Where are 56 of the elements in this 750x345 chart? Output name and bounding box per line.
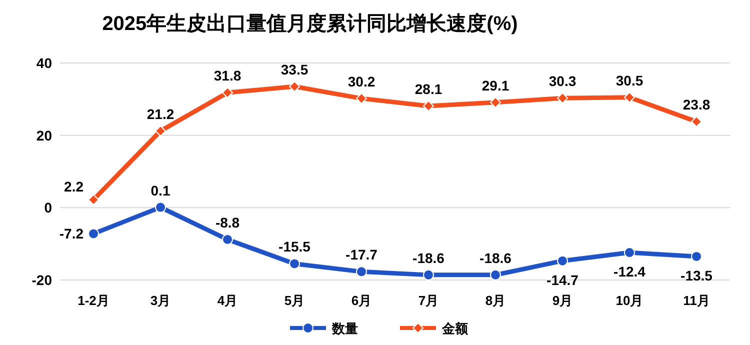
point [88,228,99,240]
x-tick-label: 3月 [150,293,171,308]
point [490,269,501,280]
y-tick-label: 0 [44,200,52,216]
data-label: 31.8 [214,68,242,84]
data-label: 21.2 [146,106,174,122]
data-label: 33.5 [280,62,308,78]
data-label: -13.5 [680,267,713,284]
data-label: 30.2 [348,73,376,90]
point [624,247,635,258]
data-label: -15.5 [278,238,311,255]
data-label: -8.8 [215,214,240,230]
data-label: -17.7 [346,246,378,263]
data-label: -14.7 [546,272,579,288]
point [557,255,568,266]
point [691,250,702,262]
point [88,194,99,206]
chart-title: 2025年生皮出口量值月度累计同比增长速度(%) [102,12,518,35]
point [289,81,300,92]
data-label: -18.6 [480,250,512,266]
point [356,266,367,278]
data-label: 2.2 [64,178,84,195]
data-label: -18.6 [412,250,445,266]
data-label: 29.1 [482,77,510,94]
point [423,269,434,280]
legend-label: 数量 [331,321,358,336]
point [155,202,166,213]
point [222,234,233,245]
point [490,96,501,108]
data-label: 23.8 [682,96,710,113]
point [691,116,702,128]
x-tick-label: 6月 [351,293,372,308]
data-label: -7.2 [59,226,84,242]
point [289,258,300,270]
legend-label: 金额 [441,321,469,336]
x-tick-label: 10月 [616,293,644,308]
x-tick-label: 9月 [552,293,573,308]
point [222,87,233,98]
data-label: 30.5 [616,72,644,88]
x-tick-label: 11月 [683,293,710,308]
data-label: 0.1 [150,182,170,198]
point [624,92,635,103]
data-label: 28.1 [414,81,442,98]
point [423,100,434,112]
point [557,92,568,104]
data-label: -12.4 [614,264,646,280]
x-tick-label: 8月 [485,293,506,308]
point [356,92,367,104]
y-tick-label: 40 [36,55,52,71]
x-tick-label: 7月 [418,293,439,308]
x-tick-label: 5月 [284,293,305,308]
x-tick-label: 4月 [217,293,238,308]
data-label: 30.3 [548,73,576,90]
x-tick-label: 1-2月 [78,293,110,308]
y-tick-label: 20 [36,127,52,144]
y-tick-label: -20 [32,272,52,288]
